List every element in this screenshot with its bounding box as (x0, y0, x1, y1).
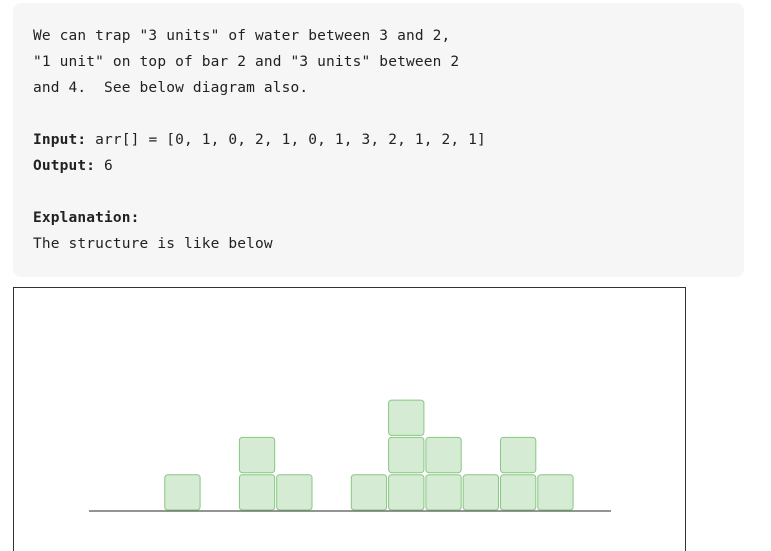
bar-block (388, 399, 425, 436)
input-value: arr[] = [0, 1, 0, 2, 1, 0, 1, 3, 2, 1, 2… (86, 132, 486, 148)
description-line-3: and 4. See below diagram also. (33, 80, 309, 96)
output-value: 6 (95, 158, 113, 174)
description-line-1: We can trap "3 units" of water between 3… (33, 28, 451, 44)
bar-block (238, 436, 276, 474)
description-line-2: "1 unit" on top of bar 2 and "3 units" b… (33, 54, 460, 70)
bar-block (350, 474, 388, 511)
bar-block (164, 474, 201, 511)
bar-block (425, 474, 462, 511)
input-label: Input: (33, 132, 87, 148)
input-line: Input: arr[] = [0, 1, 0, 2, 1, 0, 1, 3, … (33, 130, 486, 150)
bar-block (388, 436, 425, 474)
code-block: We can trap "3 units" of water between 3… (13, 3, 744, 277)
explanation-text: The structure is like below (33, 236, 273, 252)
bar-block (537, 474, 574, 511)
output-line: Output: 6 (33, 156, 113, 176)
bar-block (500, 436, 537, 474)
bar-block (462, 474, 500, 511)
bar-block (500, 474, 537, 511)
bar-block (276, 474, 313, 511)
bar-block (238, 474, 276, 511)
bar-diagram (13, 287, 686, 551)
bar-block (425, 436, 462, 474)
explanation-label: Explanation: (33, 210, 140, 226)
bar-block (388, 474, 425, 511)
output-label: Output: (33, 158, 96, 174)
diagram-svg (89, 399, 611, 512)
